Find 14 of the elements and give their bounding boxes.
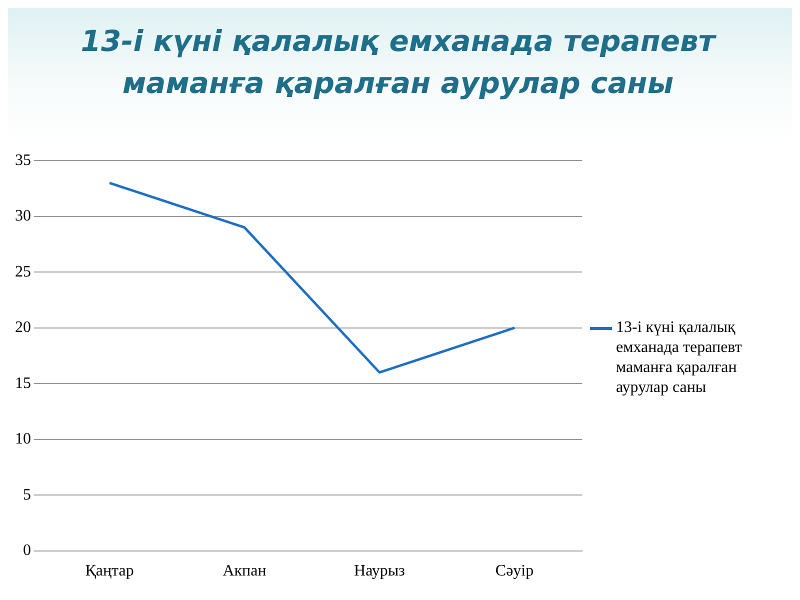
y-tick-label: 15 bbox=[15, 374, 31, 392]
x-tick-label: Қаңтар bbox=[85, 562, 134, 580]
y-tick-label: 30 bbox=[15, 208, 31, 225]
y-tick-label: 20 bbox=[15, 319, 31, 336]
x-tick-label: Сәуір bbox=[495, 562, 534, 580]
chart-title: 13-і күні қалалық емханада терапевт маманға қаралған аурулар саны bbox=[80, 23, 718, 102]
y-tick-label: 10 bbox=[15, 430, 31, 448]
x-tick-label: Наурыз bbox=[354, 562, 405, 580]
y-tick-label: 0 bbox=[23, 542, 31, 560]
x-tick-label: Акпан bbox=[222, 562, 267, 580]
y-tick-label: 25 bbox=[15, 263, 31, 280]
legend-label: 13-і күні қалалық емханада терапевт маманға қаралған аурулар саны bbox=[616, 318, 743, 398]
y-tick-label: 5 bbox=[23, 486, 31, 504]
y-tick-label: 35 bbox=[15, 152, 31, 169]
